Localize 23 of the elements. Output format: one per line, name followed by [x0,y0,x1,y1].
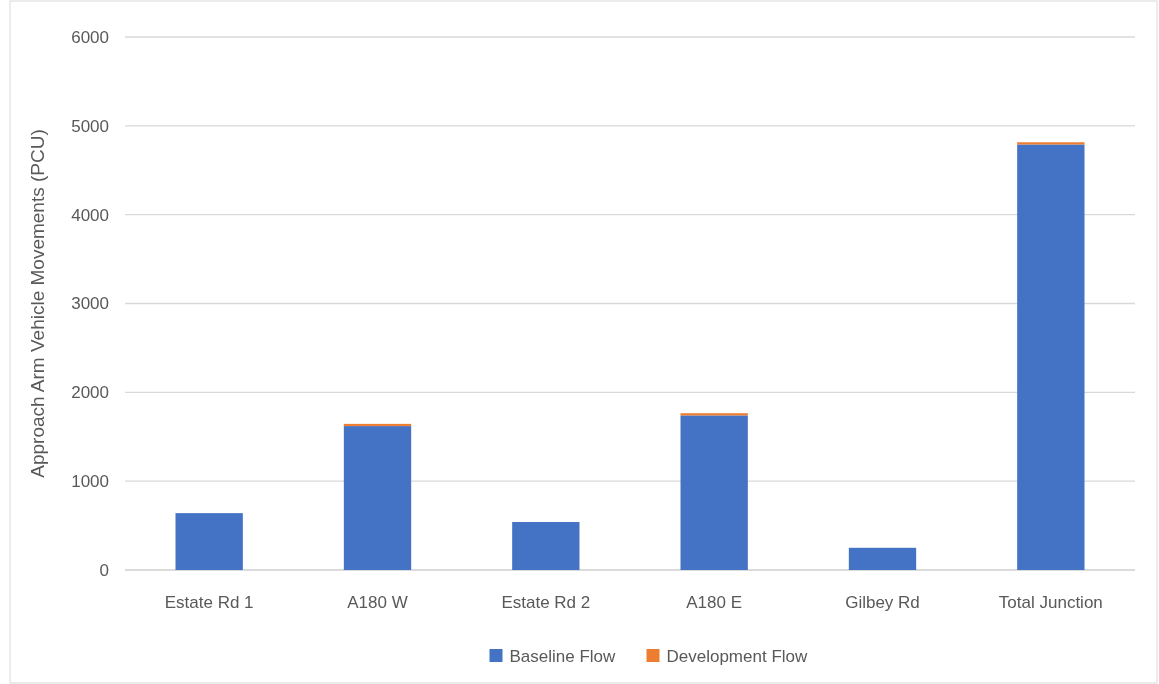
bar [1017,142,1085,145]
x-tick-label: Estate Rd 2 [501,593,591,612]
bar [680,415,748,570]
y-tick-label: 6000 [71,27,109,47]
bar [1017,144,1085,570]
x-tick-label: Total Junction [998,593,1103,612]
x-tick-label: A180 E [686,593,743,612]
legend-label: Baseline Flow [509,646,617,666]
x-tick-label: A180 W [347,593,408,612]
y-tick-label: 0 [99,560,109,580]
bar [343,426,412,570]
x-tick-label: Estate Rd 1 [164,593,254,612]
y-tick-label: 1000 [71,472,109,492]
y-tick-label: 3000 [71,294,109,314]
y-tick-label: 4000 [71,205,109,225]
x-tick-label: Gilbey Rd [845,593,920,612]
bar [848,547,917,570]
legend-label: Development Flow [666,646,808,666]
y-axis-title: Approach Arm Vehicle Movements (PCU) [27,129,48,478]
bar [512,522,580,570]
bar [175,513,243,570]
y-tick-label: 2000 [71,383,109,403]
y-tick-label: 5000 [71,116,109,136]
